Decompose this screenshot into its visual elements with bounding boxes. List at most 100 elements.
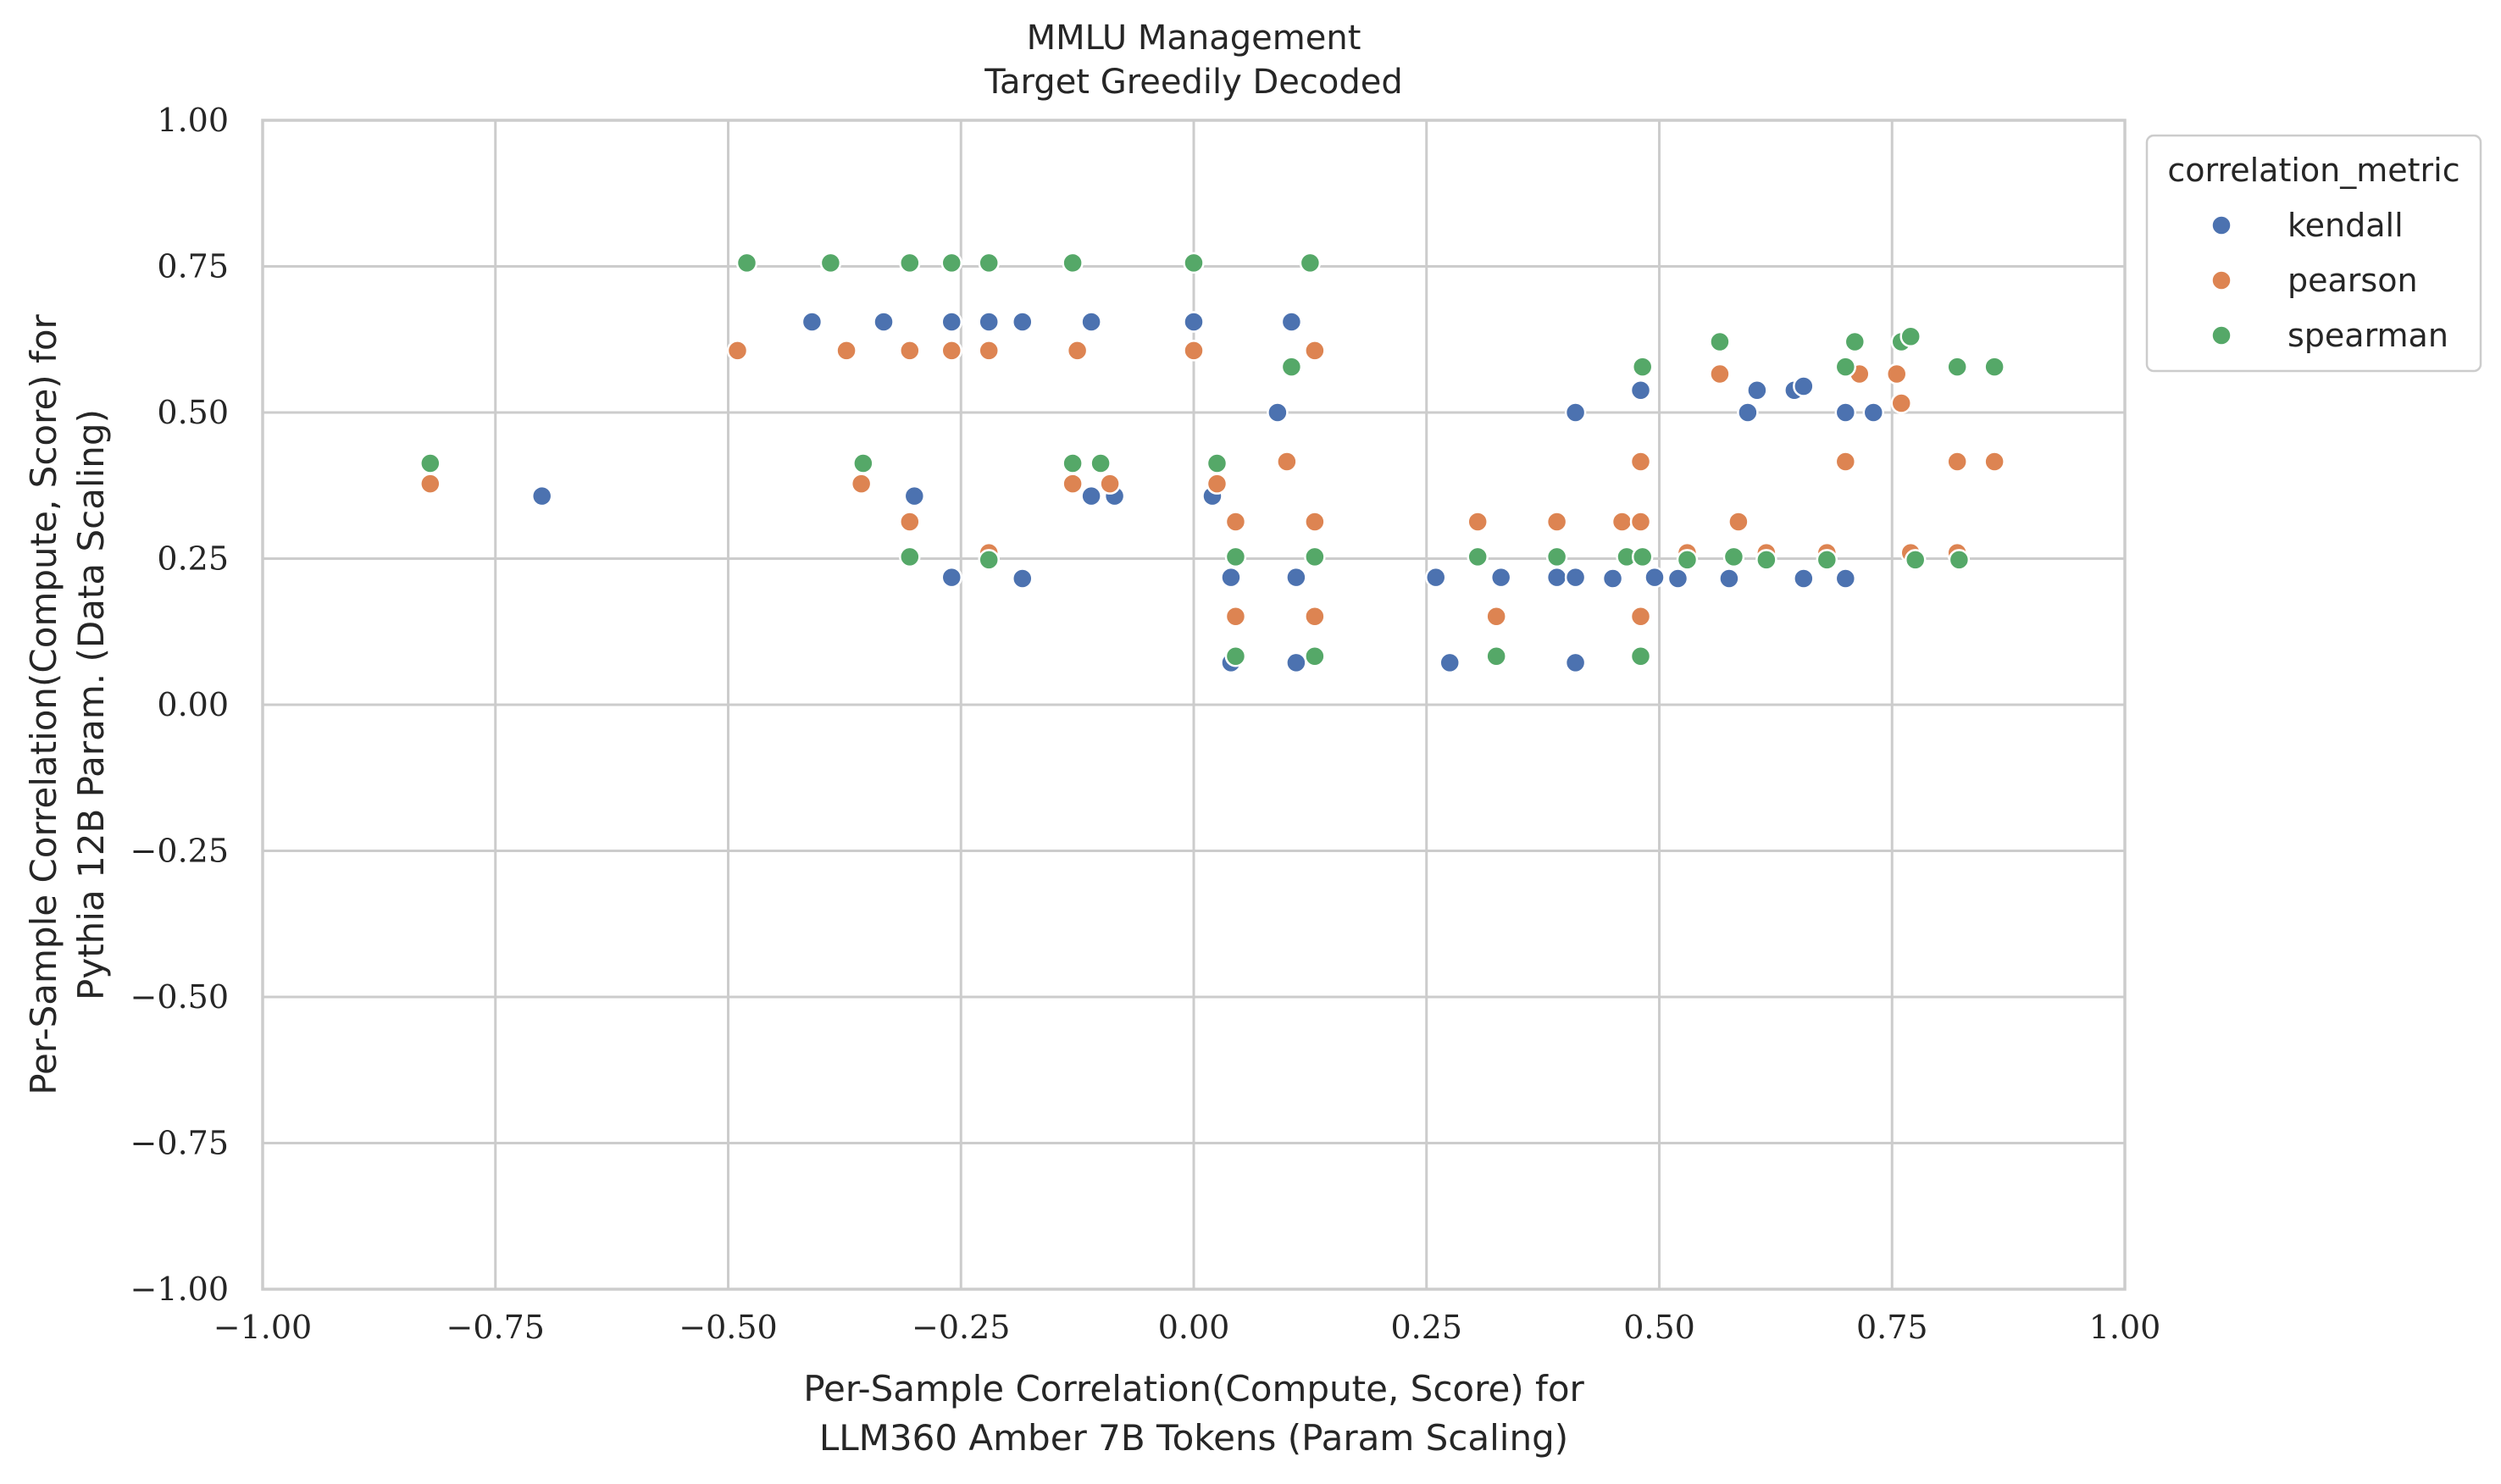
- legend-frame: [2145, 134, 2482, 373]
- pearson-point: [1629, 606, 1652, 628]
- pearson-point: [1485, 606, 1507, 628]
- legend-label-spearman: spearman: [2288, 317, 2448, 354]
- kendall-point: [1793, 375, 1815, 397]
- series-kendall: [530, 311, 1885, 674]
- legend-label-pearson: pearson: [2288, 262, 2418, 299]
- spearman-point: [1090, 452, 1112, 474]
- kendall-point: [530, 485, 553, 507]
- y-tick-label: −1.00: [130, 1271, 229, 1308]
- kendall-point: [940, 566, 963, 589]
- pearson-point: [1066, 340, 1089, 362]
- spearman-point: [419, 452, 441, 474]
- spearman-point: [1899, 325, 1922, 348]
- pearson-point: [835, 340, 857, 362]
- pearson-point: [726, 340, 749, 362]
- pearson-point: [940, 340, 963, 362]
- pearson-point: [1834, 451, 1857, 473]
- spearman-point: [1676, 549, 1699, 571]
- spearman-point: [1280, 356, 1303, 378]
- spearman-point: [1304, 645, 1326, 667]
- x-axis-ticks: −1.00 −0.75 −0.50 −0.25 0.00 0.25 0.50 0.75 1.00: [214, 1309, 2161, 1346]
- y-axis-label-line-1: Per-Sample Correlation(Compute, Score) f…: [23, 313, 64, 1094]
- spearman-point: [1948, 549, 1971, 571]
- y-axis-label-line-2: Pythia 12B Param. (Data Scaling): [70, 409, 112, 1000]
- chart-title: MMLU Management: [1027, 19, 1361, 58]
- kendall-point: [1267, 401, 1289, 424]
- spearman-point: [1631, 545, 1654, 568]
- spearman-point: [978, 252, 1000, 274]
- spearman-point: [1206, 452, 1228, 474]
- spearman-point: [1545, 545, 1568, 568]
- kendall-point: [801, 311, 824, 333]
- spearman-point: [1631, 356, 1654, 378]
- series-spearman: [419, 252, 2005, 667]
- spearman-point: [1062, 252, 1084, 274]
- kendall-point: [1629, 379, 1652, 401]
- kendall-point: [940, 311, 963, 333]
- pearson-point: [1885, 363, 1908, 385]
- pearson-point: [850, 473, 873, 495]
- x-tick-label: 0.75: [1856, 1309, 1928, 1346]
- x-axis-label-line-1: Per-Sample Correlation(Compute, Score) f…: [803, 1368, 1584, 1409]
- y-tick-label: 1.00: [157, 102, 229, 139]
- x-tick-label: 0.50: [1623, 1309, 1695, 1346]
- pearson-point: [1206, 473, 1228, 495]
- spearman-point: [1224, 645, 1247, 667]
- pearson-point: [1099, 473, 1121, 495]
- spearman-point: [1299, 252, 1322, 274]
- spearman-point: [735, 252, 758, 274]
- pearson-point: [1611, 511, 1633, 533]
- pearson-point: [1304, 340, 1326, 362]
- kendall-point: [1220, 566, 1242, 589]
- kendall-point: [1080, 485, 1102, 507]
- kendall-point: [903, 485, 926, 507]
- spearman-point: [899, 545, 921, 568]
- spearman-point: [978, 549, 1000, 571]
- kendall-point: [1793, 568, 1815, 590]
- y-tick-label: −0.75: [130, 1125, 229, 1162]
- spearman-point: [1709, 330, 1731, 353]
- kendall-point: [1489, 566, 1512, 589]
- spearman-point: [1722, 545, 1745, 568]
- kendall-point: [1666, 568, 1689, 590]
- pearson-point: [1224, 511, 1247, 533]
- pearson-point: [1983, 451, 2005, 473]
- kendall-point: [873, 311, 895, 333]
- legend-item-kendall: kendall: [2210, 207, 2404, 244]
- spearman-point: [1467, 545, 1489, 568]
- pearson-point: [1946, 451, 1968, 473]
- kendall-point: [1564, 566, 1587, 589]
- spearman-point: [1629, 645, 1652, 667]
- kendall-point: [1644, 566, 1666, 589]
- spearman-point: [1224, 545, 1247, 568]
- chart-subtitle: Target Greedily Decoded: [984, 63, 1403, 102]
- spearman-point: [852, 452, 874, 474]
- x-tick-label: −0.50: [679, 1309, 777, 1346]
- x-tick-label: 0.00: [1158, 1309, 1230, 1346]
- pearson-point: [1276, 451, 1298, 473]
- pearson-point: [419, 473, 441, 495]
- pearson-point: [1224, 606, 1247, 628]
- pearson-point: [1467, 511, 1489, 533]
- spearman-point: [819, 252, 842, 274]
- pearson-point: [1304, 511, 1326, 533]
- spearman-point: [1904, 549, 1927, 571]
- legend-item-pearson: pearson: [2210, 262, 2418, 299]
- spearman-point: [940, 252, 963, 274]
- y-tick-label: 0.50: [157, 394, 229, 431]
- spearman-point: [1755, 549, 1777, 571]
- kendall-point: [1545, 566, 1568, 589]
- y-tick-label: 0.00: [157, 686, 229, 723]
- spearman-point: [1946, 356, 1968, 378]
- legend-marker-pearson: [2210, 269, 2232, 291]
- y-axis-ticks: −1.00 −0.75 −0.50 −0.25 0.00 0.25 0.50 0.75 1.00: [130, 102, 229, 1308]
- pearson-point: [1629, 511, 1652, 533]
- pearson-point: [1304, 606, 1326, 628]
- pearson-point: [978, 340, 1000, 362]
- pearson-point: [1727, 511, 1750, 533]
- spearman-point: [899, 252, 921, 274]
- pearson-point: [1709, 363, 1731, 385]
- legend-marker-spearman: [2210, 324, 2232, 346]
